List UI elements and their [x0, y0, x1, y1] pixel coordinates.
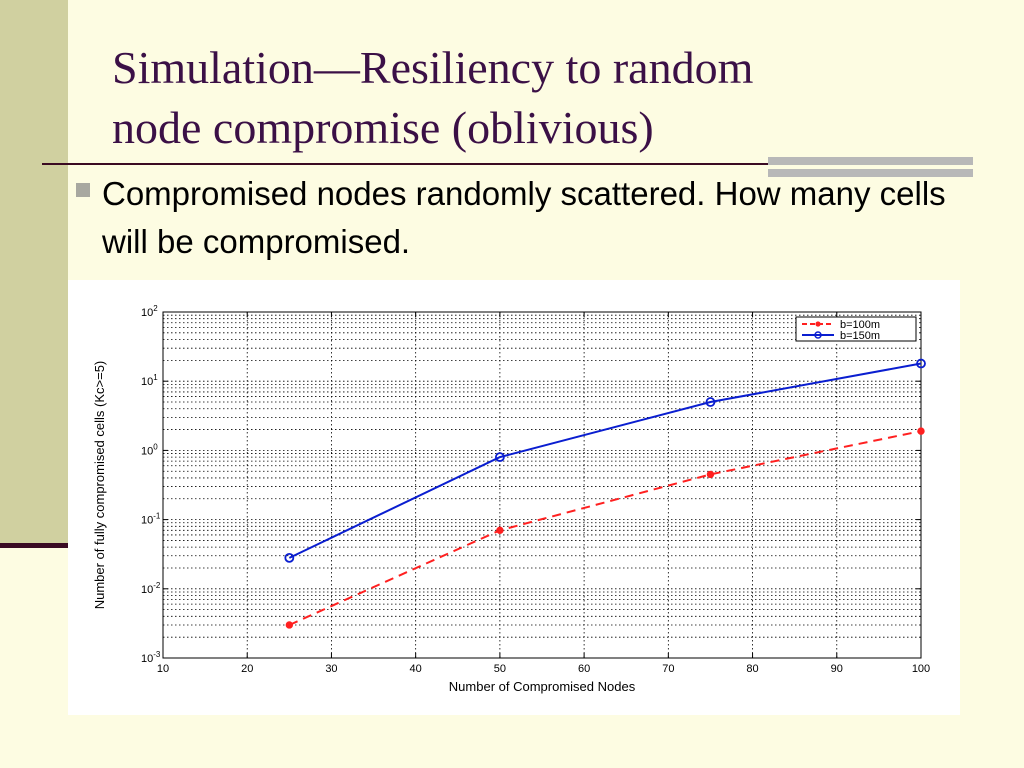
chart-panel: 10 20 30 40 50 60 70 80 90 100 10-3 10-2 10-1 100 101 1… [68, 280, 960, 715]
series-line [288, 430, 922, 626]
y-tick-label: 10-3 [141, 650, 161, 665]
side-accent-line [0, 543, 68, 548]
legend-marker [815, 321, 821, 327]
x-tick-label: 10 [157, 663, 169, 675]
y-tick-label: 10-1 [141, 512, 161, 527]
data-point [496, 526, 504, 535]
chart-grid [163, 312, 921, 658]
data-point [284, 552, 295, 563]
data-point [917, 427, 925, 435]
x-tick-label: 90 [831, 663, 843, 675]
y-tick-label: 101 [141, 373, 158, 388]
slide-title-line1: Simulation—Resiliency to random [112, 42, 754, 93]
x-tick-label: 30 [325, 663, 337, 675]
x-tick-label: 80 [746, 663, 758, 675]
data-point [706, 470, 715, 479]
line-chart: 10 20 30 40 50 60 70 80 90 100 10-3 10-2 10-1 100 101 1… [92, 304, 930, 694]
x-axis-label: Number of Compromised Nodes [449, 679, 636, 694]
slide-title-line2: node compromise (oblivious) [112, 102, 654, 153]
x-tick-label: 50 [494, 663, 506, 675]
y-tick-label: 100 [141, 442, 158, 457]
x-tick-label: 60 [578, 663, 590, 675]
x-tick-label: 40 [410, 663, 422, 675]
x-tick-label: 100 [912, 663, 930, 675]
legend-marker [814, 331, 822, 339]
y-axis-label: Number of fully compromised cells (Kc>=5… [92, 361, 107, 610]
y-tick-label: 10-2 [141, 581, 161, 596]
data-point [705, 397, 716, 407]
axis-ticks: 10 20 30 40 50 60 70 80 90 100 10-3 10-2 10-1 100 101 1… [141, 304, 930, 675]
legend-label: b=150m [840, 330, 880, 342]
series-b-100m [285, 427, 925, 629]
bullet-text: Compromised nodes randomly scattered. Ho… [102, 175, 946, 260]
slide-title: Simulation—Resiliency to random node com… [112, 38, 972, 158]
data-point [494, 452, 505, 463]
bullet-square-icon [76, 183, 90, 197]
plot-frame [162, 311, 922, 659]
side-accent-bar [0, 0, 68, 545]
chart-series [284, 358, 926, 629]
series-line [288, 362, 922, 559]
series-b-150m [284, 358, 926, 563]
title-divider-accent [768, 157, 973, 177]
data-point [916, 358, 926, 369]
x-tick-label: 70 [662, 663, 674, 675]
x-tick-label: 20 [241, 663, 253, 675]
title-divider [42, 163, 972, 165]
y-tick-label: 102 [141, 304, 158, 319]
legend-label: b=100m [840, 319, 880, 331]
data-point [285, 621, 294, 629]
